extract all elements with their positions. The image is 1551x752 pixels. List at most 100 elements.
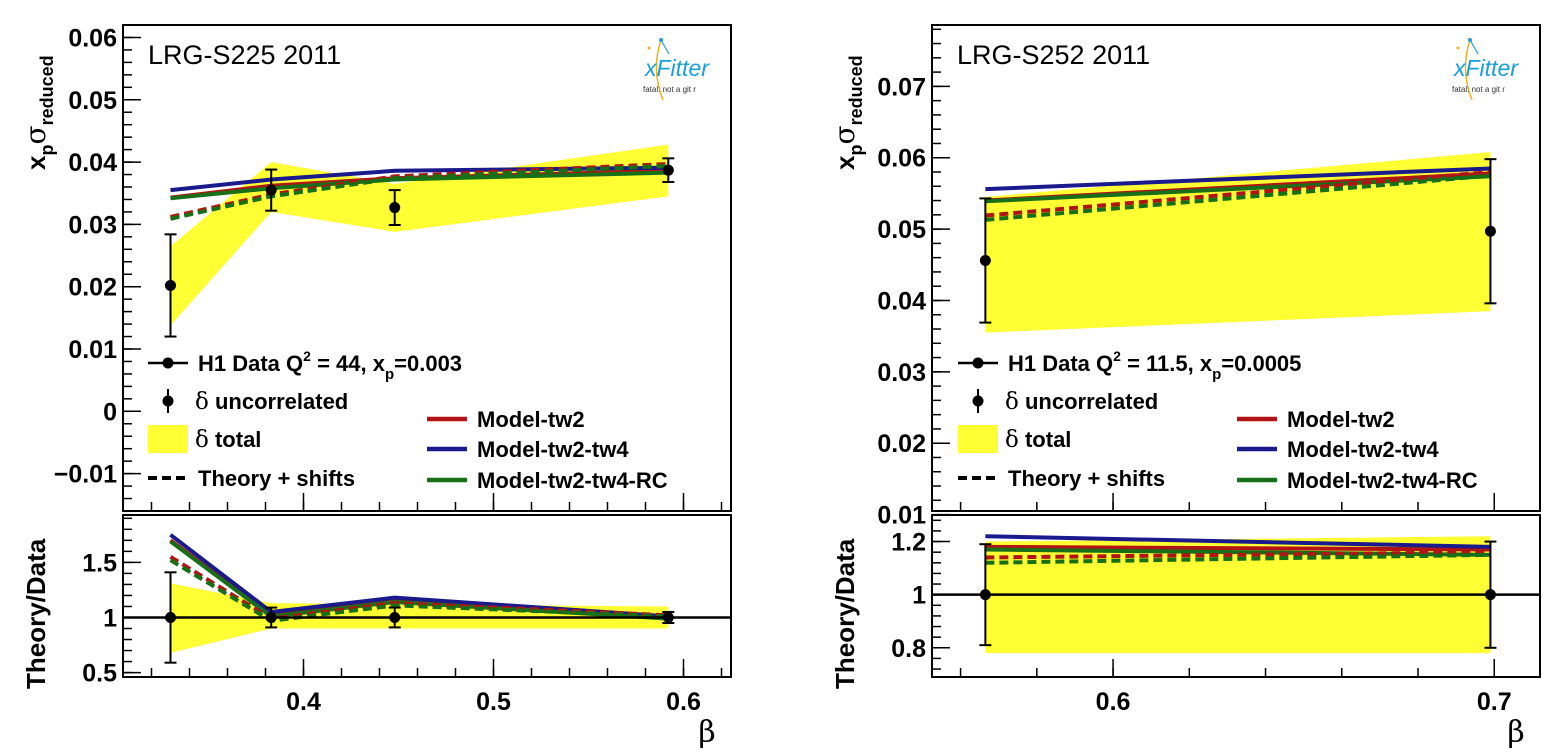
ratio-shifted-line-tw2: [985, 550, 1491, 560]
legend-unc-marker: [162, 395, 174, 407]
legend-label-tw2: Model-tw2: [1287, 407, 1395, 432]
logo-curve: [655, 39, 664, 101]
ratio-y-tick-label: 0.5: [82, 660, 117, 688]
ratio-line-tw2tw4: [985, 534, 1491, 549]
legend-data-marker: [162, 357, 174, 369]
y-tick-label: 0.02: [877, 430, 926, 458]
legend-label-tw2tw4rc: Model-tw2-tw4-RC: [1287, 468, 1478, 493]
main-plot-area: [164, 144, 675, 338]
legend-uncorrelated-label: δ uncorrelated: [195, 389, 348, 415]
legend: H1 Data Q2 = 11.5, xp=0.0005 δ uncorrelat…: [958, 348, 1478, 493]
y-tick-label: 0.05: [877, 216, 926, 244]
y-tick-label: 0.02: [68, 274, 117, 302]
legend-data-label: H1 Data Q2 = 44, xp=0.003: [198, 348, 462, 383]
x-tick-label: 0.4: [286, 688, 321, 716]
legend: H1 Data Q2 = 44, xp=0.003 δ uncorrelated δ…: [148, 348, 668, 493]
data-point: [662, 164, 674, 176]
ratio-shifted-line-tw2tw4rc: [985, 552, 1491, 565]
logo-dot: [659, 38, 663, 42]
legend-total-swatch: [148, 425, 188, 453]
total-uncertainty-band: [985, 152, 1491, 333]
y-tick-label: 0.03: [877, 359, 926, 387]
legend-shifts-label: Theory + shifts: [1008, 466, 1165, 491]
data-point: [165, 279, 176, 291]
y-tick-label: 0.01: [68, 336, 117, 364]
y-tick-label: 0.04: [877, 287, 926, 315]
x-tick-label: 0.6: [666, 688, 701, 716]
data-point: [389, 202, 401, 214]
legend-uncorrelated-label: δ uncorrelated: [1005, 389, 1158, 415]
logo-dot: [647, 46, 651, 50]
legend-label-tw2: Model-tw2: [477, 407, 585, 432]
chart-panel-2: 0.01 0.02 0.03 0.04 0.05 0.06 0.07 0.8 1 1.2 0.6 0.…: [828, 24, 1541, 750]
logo-text: xFitter: [644, 55, 710, 81]
logo-dot: [1468, 38, 1472, 42]
y-tick-label: 0.07: [877, 73, 926, 101]
logo-curve: [1464, 39, 1473, 101]
data-point: [265, 184, 277, 196]
y-tick-label: 0.06: [68, 24, 117, 52]
x-tick-label: 0.5: [476, 688, 511, 716]
ratio-y-axis-title: Theory/Data: [21, 538, 51, 689]
y-tick-label: 0.01: [877, 502, 926, 530]
ratio-y-tick-label: 1: [103, 604, 117, 632]
shifted-line-tw2tw4rc: [170, 163, 669, 221]
x-tick-label: 0.7: [1477, 688, 1512, 716]
legend-data-marker: [972, 357, 984, 369]
chart-panel-1: −0.01 0 0.01 0.02 0.03 0.04 0.05 0.06 0.5 1 1.5 0.4…: [19, 24, 732, 750]
ratio-plot-area: [932, 534, 1540, 654]
ratio-y-axis-title: Theory/Data: [830, 538, 860, 689]
ratio-y-tick-label: 1: [912, 582, 926, 610]
y-tick-label: 0: [103, 398, 117, 426]
logo-stroke: [1469, 39, 1479, 55]
y-axis-title: xpσreduced: [828, 55, 866, 170]
logo-slogan: fatal: not a git r: [1452, 85, 1505, 94]
legend-unc-marker: [972, 395, 984, 407]
y-tick-label: 0.06: [877, 145, 926, 173]
ratio-y-tick-label: 1.5: [82, 549, 117, 577]
data-point: [979, 255, 991, 267]
panel-title: LRG-S252 2011: [957, 40, 1150, 70]
main-frame: [931, 24, 1541, 512]
y-axis-title: xpσreduced: [19, 55, 57, 170]
panel-title: LRG-S225 2011: [148, 40, 341, 70]
y-tick-label: 0.05: [68, 87, 117, 115]
x-tick-label: 0.6: [1096, 688, 1131, 716]
logo-slogan: fatal: not a git r: [643, 85, 696, 94]
ratio-plot-area: [123, 533, 731, 664]
legend-total-label: δ total: [1005, 427, 1071, 453]
ratio-line-tw2tw4: [169, 533, 669, 619]
logo-dot: [1456, 46, 1460, 50]
main-plot-area: [979, 152, 1497, 333]
xfitter-logo-icon: xFitter fatal: not a git r: [643, 38, 710, 101]
legend-shifts-label: Theory + shifts: [198, 466, 355, 491]
ratio-frame: [931, 514, 1541, 678]
ratio-data-point: [979, 589, 991, 601]
logo-text: xFitter: [1453, 55, 1519, 81]
legend-data-label: H1 Data Q2 = 11.5, xp=0.0005: [1008, 348, 1301, 383]
ratio-data-point: [165, 611, 176, 623]
ratio-data-point: [389, 611, 401, 623]
series-line-tw2tw4: [985, 166, 1491, 192]
ratio-data-point: [1484, 589, 1496, 601]
ratio-line-tw2: [985, 544, 1491, 552]
y-tick-label: 0.03: [68, 211, 117, 239]
legend-label-tw2tw4: Model-tw2-tw4: [477, 437, 629, 462]
ratio-data-point: [265, 611, 277, 623]
ratio-data-point: [662, 611, 674, 623]
legend-total-swatch: [958, 425, 998, 453]
y-tick-label: −0.01: [54, 461, 117, 489]
main-frame: [122, 24, 732, 512]
ratio-y-tick-label: 1.2: [891, 529, 926, 557]
legend-label-tw2tw4: Model-tw2-tw4: [1287, 437, 1439, 462]
data-point: [1484, 225, 1496, 237]
logo-stroke: [660, 39, 670, 55]
legend-total-label: δ total: [195, 427, 261, 453]
x-axis-title: β: [1507, 715, 1524, 750]
xfitter-logo-icon: xFitter fatal: not a git r: [1452, 38, 1519, 101]
series-line-tw2tw4rc: [170, 170, 669, 201]
axes: 0.01 0.02 0.03 0.04 0.05 0.06 0.07 0.8 1 1.2 0.6 0.…: [877, 28, 1512, 716]
x-axis-title: β: [698, 715, 715, 750]
shifted-line-tw2: [985, 170, 1491, 218]
